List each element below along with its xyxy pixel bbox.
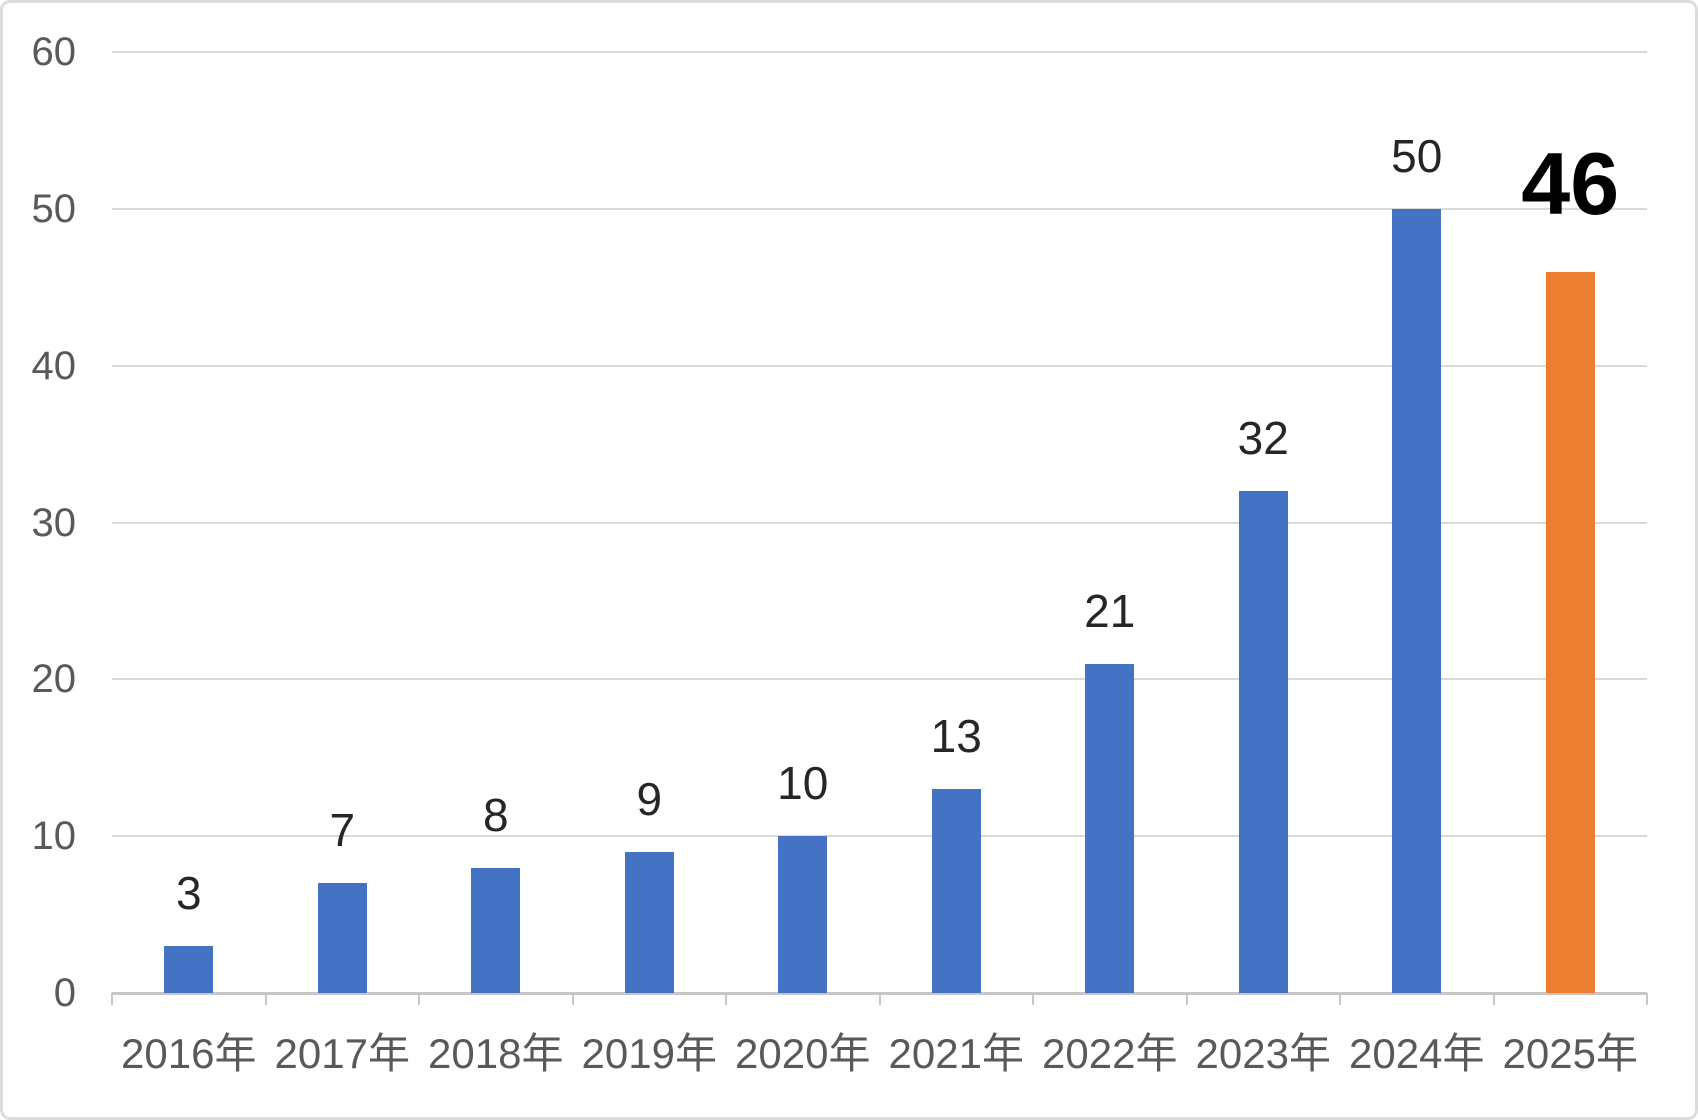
bar-data-label: 8 — [482, 788, 509, 841]
x-axis-category-label: 2018年 — [428, 1030, 564, 1077]
gridline — [112, 207, 1647, 210]
bar-data-label: 21 — [1084, 584, 1136, 637]
y-axis-tick-label: 40 — [31, 343, 77, 388]
bar-data-label: 7 — [329, 804, 356, 857]
y-axis-tick-label: 10 — [31, 814, 77, 859]
x-axis-category-label: 2024年 — [1349, 1030, 1485, 1077]
gridline — [112, 678, 1647, 681]
x-axis-tick — [1339, 993, 1341, 1005]
bar-data-label: 32 — [1237, 412, 1289, 465]
x-axis-category-label: 2017年 — [274, 1030, 410, 1077]
x-axis-tick — [111, 993, 113, 1005]
x-axis-category-label: 2016年 — [121, 1030, 257, 1077]
x-axis-category-label: 2020年 — [735, 1030, 871, 1077]
x-axis-category-label: 2022年 — [1042, 1030, 1178, 1077]
bar-data-label: 10 — [777, 757, 829, 810]
gridline — [112, 835, 1647, 838]
gridline — [112, 521, 1647, 524]
bar-data-label: 46 — [1521, 133, 1620, 233]
bar — [1085, 663, 1135, 993]
bar — [931, 789, 981, 993]
bar-data-label: 13 — [930, 710, 982, 763]
y-axis-tick-label: 30 — [31, 500, 77, 545]
x-axis-tick — [1185, 993, 1188, 1005]
x-axis-tick — [1032, 993, 1034, 1005]
x-axis-tick — [264, 993, 267, 1005]
x-axis-category-label: 2025年 — [1502, 1030, 1638, 1077]
bar — [624, 851, 674, 993]
y-axis-tick-label: 50 — [31, 186, 77, 231]
x-axis-tick — [878, 993, 881, 1005]
bar — [471, 867, 521, 993]
x-axis-tick — [1646, 993, 1648, 1005]
x-axis-category-label: 2021年 — [888, 1030, 1024, 1077]
x-axis-tick — [571, 993, 574, 1005]
y-axis-tick-label: 60 — [31, 30, 77, 74]
bar-data-label: 3 — [175, 866, 202, 919]
x-axis-tick — [725, 993, 727, 1005]
gridline — [112, 364, 1647, 367]
x-axis-tick — [418, 993, 420, 1005]
bar — [1545, 271, 1595, 993]
bar — [317, 883, 367, 993]
bar — [164, 945, 214, 993]
bar — [1238, 491, 1288, 993]
x-axis-category-label: 2019年 — [581, 1030, 717, 1077]
x-axis-tick — [1492, 993, 1495, 1005]
x-axis-category-label: 2023年 — [1195, 1030, 1331, 1077]
y-axis-tick-label: 0 — [53, 971, 76, 1015]
gridline — [112, 51, 1647, 53]
bar — [778, 836, 828, 993]
bar-data-label: 9 — [636, 772, 663, 825]
bar — [1392, 208, 1442, 993]
bar-data-label: 50 — [1391, 129, 1443, 182]
y-axis-tick-label: 20 — [31, 657, 77, 702]
